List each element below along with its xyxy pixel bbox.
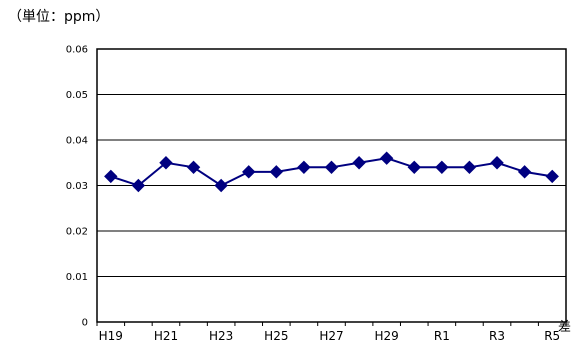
y-tick-label: 0.06: [66, 45, 88, 56]
data-point: [159, 156, 173, 170]
data-point: [379, 151, 394, 165]
data-point: [242, 165, 256, 179]
data-point: [435, 160, 449, 175]
gridlines: [97, 48, 566, 323]
y-tick-label: 0.04: [66, 136, 88, 147]
plot-area-frame: [96, 48, 567, 323]
series: [104, 151, 559, 193]
data-point: [407, 160, 421, 175]
data-point: [214, 178, 228, 193]
y-tick-label: 0.02: [66, 227, 88, 238]
y-tick-label: 0.01: [66, 272, 88, 283]
x-tick-label: R5: [544, 329, 560, 343]
data-point: [545, 169, 559, 184]
y-axis-ticks: 0 0.01 0.02 0.03 0.04 0.05 0.06: [66, 45, 88, 329]
y-tick-label: 0: [82, 318, 88, 329]
x-tick-label: H21: [154, 329, 178, 343]
x-tick-label: H19: [99, 329, 123, 343]
stray-text-fragment: 差: [558, 320, 572, 335]
data-point: [352, 156, 366, 170]
x-tick-label: H27: [319, 329, 343, 343]
data-point: [297, 160, 311, 175]
x-tick-label: R1: [434, 329, 450, 343]
data-point: [462, 160, 477, 175]
x-tick-label: R3: [489, 329, 505, 343]
y-tick-label: 0.05: [66, 90, 88, 101]
y-tick-label: 0.03: [66, 181, 88, 192]
unit-label: （単位：ppm）: [8, 9, 110, 25]
x-tick-label: H25: [264, 329, 288, 343]
x-tick-label: H23: [209, 329, 233, 343]
data-point: [269, 165, 284, 179]
data-point: [104, 169, 118, 184]
x-tick-label: H29: [375, 329, 399, 343]
x-axis-ticks: H19 H21 H23 H25 H27 H29 R1 R3 R5: [96, 322, 567, 343]
data-point: [324, 160, 339, 175]
data-point: [131, 178, 146, 193]
data-point: [490, 156, 504, 170]
data-point: [517, 165, 532, 179]
data-point: [186, 160, 201, 175]
